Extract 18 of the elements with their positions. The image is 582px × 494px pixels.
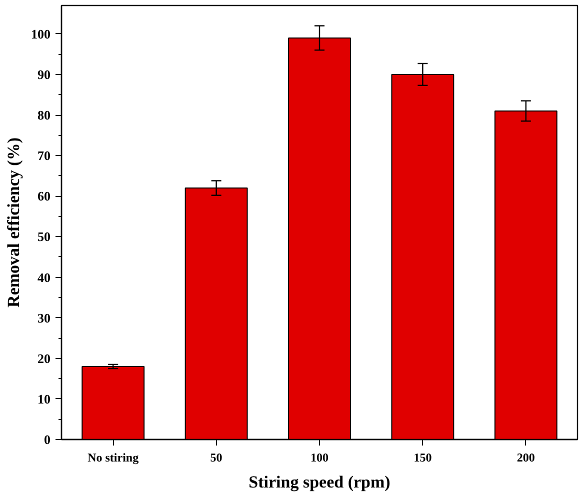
y-tick-label: 20 xyxy=(38,350,50,366)
y-tick-label: 60 xyxy=(38,188,50,204)
x-tick-label: 100 xyxy=(310,450,328,464)
y-tick-label: 0 xyxy=(44,432,50,447)
x-tick-label: 200 xyxy=(516,450,535,464)
y-tick-label: 40 xyxy=(38,270,50,285)
y-tick-label: 90 xyxy=(38,66,50,82)
y-tick-label: 100 xyxy=(31,26,50,42)
y-tick-label: 30 xyxy=(38,310,50,326)
y-tick-label: 50 xyxy=(38,229,50,244)
x-tick-label: 50 xyxy=(210,450,222,464)
y-axis-title: Removal efficiency (%) xyxy=(4,138,23,308)
x-tick-label: No stiring xyxy=(88,450,139,464)
y-tick-label: 70 xyxy=(38,148,50,164)
x-tick-label: 150 xyxy=(414,450,432,464)
y-tick-label: 80 xyxy=(38,108,50,123)
x-axis-title: Stiring speed (rpm) xyxy=(248,472,390,492)
y-tick-label: 10 xyxy=(38,391,50,406)
